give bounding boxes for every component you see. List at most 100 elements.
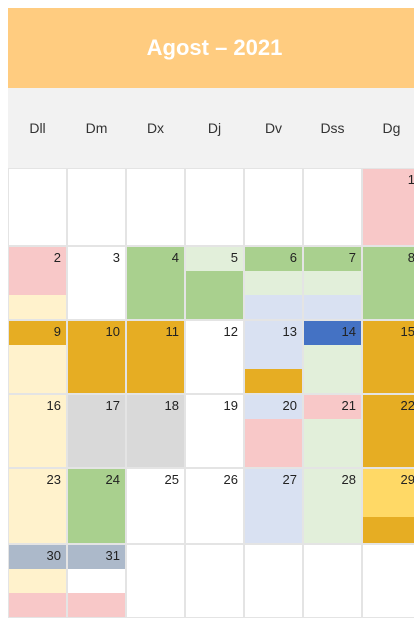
day-fill — [186, 217, 243, 245]
day-fill — [186, 345, 243, 369]
day-fill — [68, 345, 125, 369]
day-fill — [9, 295, 66, 319]
day-cell: 27 — [244, 468, 303, 544]
day-number: 15 — [400, 324, 414, 339]
day-fill — [245, 193, 302, 217]
day-fill — [186, 443, 243, 467]
day-cell: 5 — [185, 246, 244, 320]
day-fill — [245, 369, 302, 393]
day-number: 12 — [223, 324, 238, 339]
day-fill — [186, 321, 243, 345]
day-cell: 19 — [185, 394, 244, 468]
day-fill — [9, 395, 66, 419]
day-cell: 13 — [244, 320, 303, 394]
day-fill — [186, 545, 243, 569]
day-cell: 7 — [303, 246, 362, 320]
day-cell: 28 — [303, 468, 362, 544]
day-cell — [185, 544, 244, 618]
day-cell: 18 — [126, 394, 185, 468]
day-fill — [68, 395, 125, 419]
day-cell: 17 — [67, 394, 126, 468]
day-fill — [9, 193, 66, 217]
day-fill — [68, 193, 125, 217]
day-cell: 24 — [67, 468, 126, 544]
day-number: 10 — [105, 324, 120, 339]
day-fill — [363, 593, 414, 617]
weekday: Dj — [207, 120, 222, 136]
weekday: Dss — [320, 120, 345, 136]
day-fill — [127, 569, 184, 593]
day-fill — [68, 169, 125, 193]
day-fill — [363, 217, 414, 245]
weekday: Dm — [85, 120, 108, 136]
day-number: 18 — [164, 398, 179, 413]
day-number: 29 — [400, 472, 414, 487]
day-fill — [68, 247, 125, 271]
day-fill — [304, 321, 361, 345]
day-fill — [304, 345, 361, 369]
day-fill — [304, 217, 361, 245]
day-number: 19 — [223, 398, 238, 413]
day-fill — [245, 271, 302, 295]
day-fill — [127, 443, 184, 467]
day-fill — [363, 345, 414, 369]
day-number: 30 — [46, 548, 61, 563]
day-fill — [9, 469, 66, 493]
day-number: 26 — [223, 472, 238, 487]
day-number: 31 — [105, 548, 120, 563]
day-cell: 16 — [8, 394, 67, 468]
day-cell — [303, 168, 362, 246]
day-fill — [186, 395, 243, 419]
day-cell: 22 — [362, 394, 414, 468]
day-number: 14 — [341, 324, 356, 339]
day-fill — [363, 443, 414, 467]
day-fill — [127, 169, 184, 193]
day-fill — [245, 169, 302, 193]
day-cell — [244, 168, 303, 246]
day-fill — [363, 395, 414, 419]
day-number: 23 — [46, 472, 61, 487]
day-number: 2 — [53, 250, 61, 265]
day-fill — [245, 419, 302, 443]
day-fill — [68, 493, 125, 517]
day-fill — [127, 217, 184, 245]
day-fill — [186, 295, 243, 319]
day-cell: 23 — [8, 468, 67, 544]
weekday: Dll — [29, 120, 46, 136]
day-number: 8 — [407, 250, 414, 265]
day-cell: 25 — [126, 468, 185, 544]
day-fill — [245, 247, 302, 271]
day-fill — [363, 247, 414, 271]
day-fill — [304, 569, 361, 593]
day-fill — [363, 493, 414, 517]
day-fill — [68, 271, 125, 295]
day-cell — [8, 168, 67, 246]
day-fill — [245, 569, 302, 593]
day-cell: 12 — [185, 320, 244, 394]
day-number: 16 — [46, 398, 61, 413]
day-fill — [68, 419, 125, 443]
day-fill — [127, 419, 184, 443]
day-fill — [68, 369, 125, 393]
day-fill — [127, 345, 184, 369]
day-number: 4 — [171, 250, 179, 265]
day-fill — [186, 169, 243, 193]
day-fill — [127, 395, 184, 419]
day-fill — [304, 271, 361, 295]
day-number: 17 — [105, 398, 120, 413]
day-cell: 30 — [8, 544, 67, 618]
day-fill — [245, 517, 302, 543]
day-cell — [126, 544, 185, 618]
day-fill — [9, 419, 66, 443]
month-title: Agost – 2021 — [8, 8, 414, 88]
day-number: 25 — [164, 472, 179, 487]
day-cell: 1 — [362, 168, 414, 246]
day-fill — [186, 493, 243, 517]
day-fill — [9, 169, 66, 193]
day-fill — [127, 493, 184, 517]
day-fill — [363, 169, 414, 193]
day-fill — [363, 369, 414, 393]
day-number: 27 — [282, 472, 297, 487]
day-fill — [9, 247, 66, 271]
day-fill — [9, 569, 66, 593]
